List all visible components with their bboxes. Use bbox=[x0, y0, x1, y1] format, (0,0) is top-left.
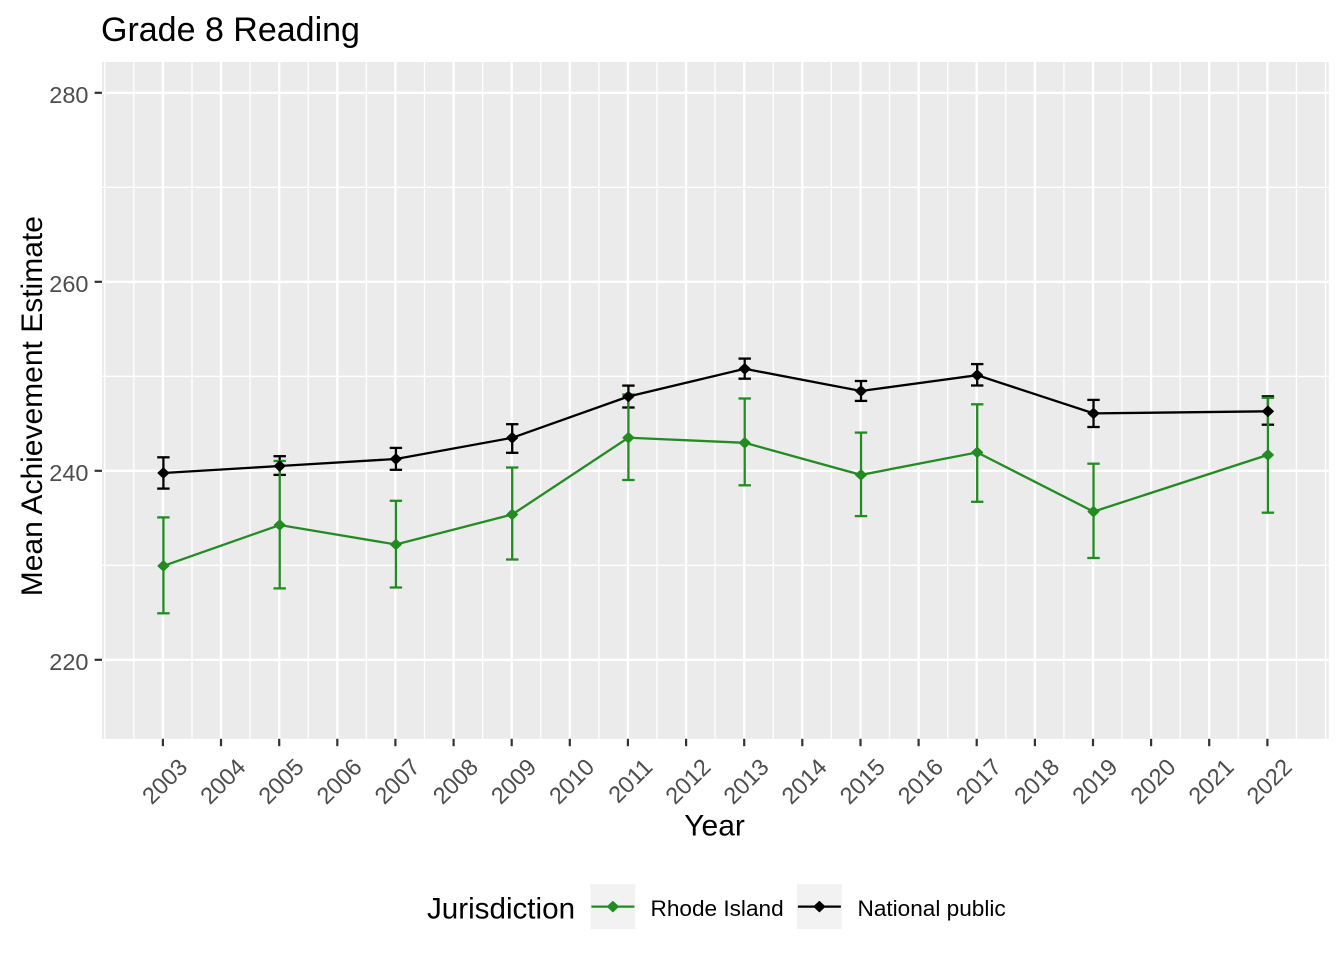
svg-text:2020: 2020 bbox=[1125, 754, 1180, 809]
svg-text:2006: 2006 bbox=[311, 754, 366, 809]
svg-text:2005: 2005 bbox=[253, 754, 308, 809]
svg-text:2009: 2009 bbox=[486, 754, 541, 809]
svg-text:2007: 2007 bbox=[370, 754, 425, 809]
svg-text:2017: 2017 bbox=[951, 754, 1006, 809]
svg-text:2018: 2018 bbox=[1009, 754, 1064, 809]
svg-text:220: 220 bbox=[49, 649, 88, 675]
svg-text:2011: 2011 bbox=[603, 754, 657, 808]
svg-text:2019: 2019 bbox=[1067, 754, 1122, 809]
svg-text:Jurisdiction: Jurisdiction bbox=[427, 892, 575, 925]
svg-text:Mean Achievement Estimate: Mean Achievement Estimate bbox=[16, 216, 49, 596]
svg-text:National public: National public bbox=[858, 896, 1006, 921]
svg-text:2004: 2004 bbox=[195, 754, 250, 809]
svg-text:2021: 2021 bbox=[1183, 754, 1238, 809]
svg-text:Year: Year bbox=[684, 810, 745, 843]
svg-text:280: 280 bbox=[49, 82, 88, 108]
svg-text:2015: 2015 bbox=[835, 754, 890, 809]
svg-text:2014: 2014 bbox=[776, 754, 831, 809]
svg-text:2010: 2010 bbox=[544, 754, 599, 809]
svg-text:Rhode Island: Rhode Island bbox=[651, 896, 784, 921]
svg-text:2022: 2022 bbox=[1242, 754, 1297, 809]
svg-text:2013: 2013 bbox=[718, 754, 773, 809]
svg-text:240: 240 bbox=[49, 460, 88, 486]
svg-text:2008: 2008 bbox=[428, 754, 483, 809]
svg-text:260: 260 bbox=[49, 271, 88, 297]
svg-text:2003: 2003 bbox=[137, 754, 192, 809]
svg-text:Grade 8 Reading: Grade 8 Reading bbox=[101, 11, 360, 49]
svg-text:2016: 2016 bbox=[893, 754, 948, 809]
svg-text:2012: 2012 bbox=[660, 754, 715, 809]
